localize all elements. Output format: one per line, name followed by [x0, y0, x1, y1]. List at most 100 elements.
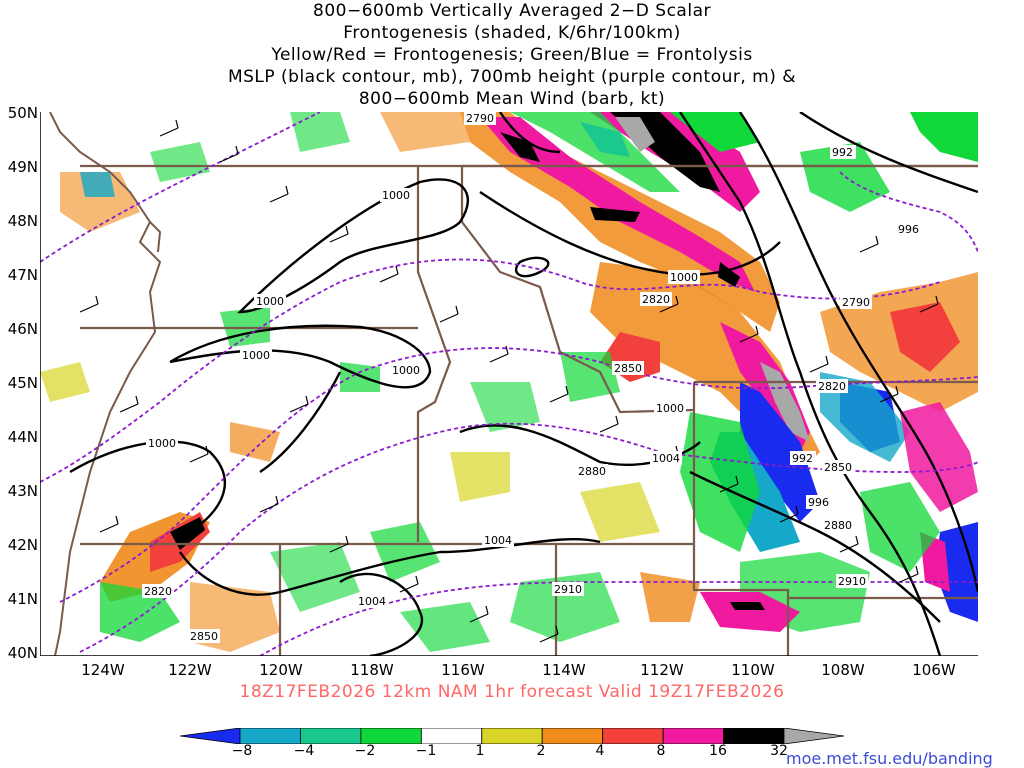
- height-label: 2820: [144, 585, 172, 598]
- colorbar-cell: [239, 728, 301, 744]
- wind-barb: [599, 415, 619, 433]
- lat-label: 42N: [7, 536, 38, 554]
- mslp-contour: [179, 538, 601, 596]
- colorbar-cell: [723, 728, 785, 744]
- mslp-contour: [237, 178, 470, 314]
- political-borders: [80, 164, 978, 656]
- mslp-contour: [259, 371, 342, 473]
- wind-barb: [379, 265, 399, 283]
- mslp-contour: [339, 572, 424, 656]
- colorbar-label: 1: [475, 743, 485, 759]
- colorbar-cell: [662, 728, 724, 744]
- mslp-contour: [799, 112, 978, 194]
- wind-barb: [399, 575, 419, 593]
- wind-barb: [259, 495, 279, 513]
- wind-barb: [839, 535, 859, 553]
- height-label: 2880: [578, 465, 606, 478]
- lon-label: 110W: [731, 661, 775, 679]
- wind-barb: [809, 355, 829, 373]
- wind-barb: [739, 325, 759, 343]
- colorbar-cells: [180, 728, 844, 744]
- wind-barb: [99, 515, 119, 533]
- wind-barb: [219, 145, 239, 163]
- frontogenesis-map: 1000 1000 1000 1000 1000 1000 1000 1004 …: [40, 112, 978, 656]
- height-contour: [79, 422, 978, 653]
- colorbar-label: 8: [656, 743, 666, 759]
- height-labels: 2790 2790 2820 2820 2850 2850 2850 2880 …: [142, 112, 872, 643]
- lat-label: 41N: [7, 590, 38, 608]
- mslp-label: 1000: [382, 189, 410, 202]
- colorbar-cell: [481, 728, 543, 744]
- mslp-label: 996: [808, 496, 829, 509]
- wind-barb: [79, 295, 99, 313]
- lat-label: 46N: [7, 320, 38, 338]
- lon-label: 106W: [912, 661, 956, 679]
- wind-barb: [269, 185, 289, 203]
- title-line-3: Yellow/Red = Frontogenesis; Green/Blue =…: [271, 45, 753, 65]
- mslp-contour: [169, 324, 432, 389]
- lon-label: 122W: [168, 661, 212, 679]
- forecast-valid-time: 18Z17FEB2026 12km NAM 1hr forecast Valid…: [239, 682, 785, 702]
- wind-barb: [899, 565, 919, 583]
- wind-barb: [719, 475, 739, 493]
- colorbar-label: −4: [293, 743, 315, 759]
- mslp-contour: [499, 112, 561, 154]
- mslp-contour: [514, 256, 550, 278]
- idaho-west-border: [416, 166, 452, 542]
- mslp-label: 1004: [358, 595, 386, 608]
- mslp-contour: [479, 191, 781, 276]
- wind-barb: [439, 305, 459, 323]
- puget-sound: [149, 221, 162, 253]
- wind-barb: [329, 225, 349, 243]
- height-label: 2910: [838, 575, 866, 588]
- wind-barb: [489, 345, 509, 363]
- lat-label: 45N: [7, 374, 38, 392]
- lat-label: 47N: [7, 266, 38, 284]
- colorbar-cell: [783, 728, 844, 744]
- colorbar-label: −2: [354, 743, 376, 759]
- wind-barb: [159, 119, 179, 137]
- title-line-4: MSLP (black contour, mb), 700mb height (…: [227, 67, 797, 87]
- lon-label: 124W: [81, 661, 125, 679]
- colorbar-cell: [180, 728, 241, 744]
- lat-label: 48N: [7, 212, 38, 230]
- mslp-labels: 1000 1000 1000 1000 1000 1000 1000 1004 …: [146, 145, 922, 608]
- height-contours: [40, 112, 978, 656]
- mslp-contour: [679, 112, 942, 656]
- map-title: 800−600mb Vertically Averaged 2−D Scalar…: [0, 0, 1024, 110]
- wind-barb: [289, 395, 309, 413]
- colorbar-cell: [300, 728, 362, 744]
- height-label: 2850: [824, 461, 852, 474]
- wind-barb: [879, 385, 899, 403]
- wind-barb: [189, 445, 209, 463]
- colorbar-cell: [541, 728, 604, 744]
- colorbar-label: 16: [709, 743, 727, 759]
- height-label: 2880: [824, 519, 852, 532]
- lat-label: 43N: [7, 482, 38, 500]
- wyoming-west-border: [692, 382, 790, 656]
- wind-barb: [119, 395, 139, 413]
- mslp-label: 1000: [148, 437, 176, 450]
- lon-label: 118W: [350, 661, 394, 679]
- mslp-label: 1000: [656, 402, 684, 415]
- wind-barb: [919, 295, 939, 313]
- colorbar-label: 4: [595, 743, 605, 759]
- height-label: 2820: [642, 293, 670, 306]
- mslp-label: 1004: [652, 452, 680, 465]
- mslp-contour: [69, 440, 227, 533]
- height-contour: [259, 581, 978, 656]
- wind-barb: [659, 295, 679, 313]
- idaho-montana-border: [460, 166, 695, 414]
- height-contour: [40, 258, 941, 483]
- height-label: 2850: [190, 630, 218, 643]
- colorbar-cell: [360, 728, 422, 744]
- wind-barb: [539, 625, 559, 643]
- lon-label: 112W: [640, 661, 684, 679]
- mslp-label: 992: [792, 452, 813, 465]
- lat-label: 44N: [7, 428, 38, 446]
- lon-label: 120W: [259, 661, 303, 679]
- mslp-label: 1000: [256, 295, 284, 308]
- height-label: 2910: [554, 583, 582, 596]
- mslp-label: 1000: [242, 349, 270, 362]
- colorbar-cell: [602, 728, 664, 744]
